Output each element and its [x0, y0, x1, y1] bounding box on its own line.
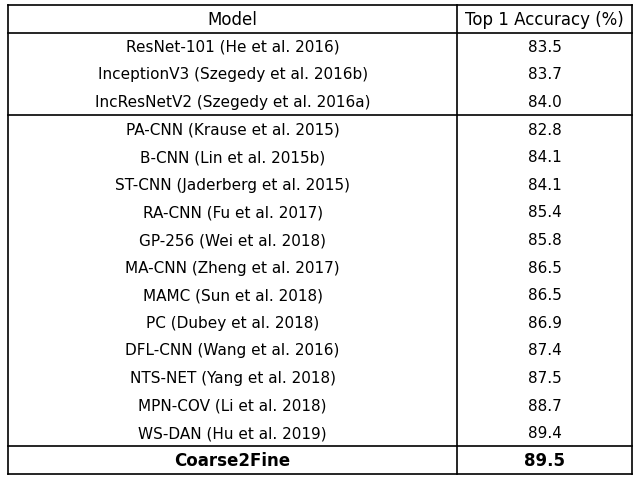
- Text: Model: Model: [208, 11, 257, 29]
- Text: RA-CNN (Fu et al. 2017): RA-CNN (Fu et al. 2017): [143, 205, 323, 220]
- Text: MPN-COV (Li et al. 2018): MPN-COV (Li et al. 2018): [138, 398, 327, 413]
- Text: 84.0: 84.0: [528, 95, 561, 110]
- Text: 84.1: 84.1: [528, 178, 561, 192]
- Text: 89.5: 89.5: [524, 451, 565, 469]
- Text: InceptionV3 (Szegedy et al. 2016b): InceptionV3 (Szegedy et al. 2016b): [97, 67, 368, 82]
- Text: PC (Dubey et al. 2018): PC (Dubey et al. 2018): [146, 315, 319, 330]
- Text: 83.5: 83.5: [528, 40, 561, 55]
- Text: 86.9: 86.9: [527, 315, 562, 330]
- Text: ResNet-101 (He et al. 2016): ResNet-101 (He et al. 2016): [126, 40, 339, 55]
- Text: 87.4: 87.4: [528, 343, 561, 358]
- Text: Top 1 Accuracy (%): Top 1 Accuracy (%): [465, 11, 624, 29]
- Text: ST-CNN (Jaderberg et al. 2015): ST-CNN (Jaderberg et al. 2015): [115, 178, 350, 192]
- Text: 89.4: 89.4: [528, 425, 561, 440]
- Text: NTS-NET (Yang et al. 2018): NTS-NET (Yang et al. 2018): [130, 370, 335, 385]
- Text: 85.4: 85.4: [528, 205, 561, 220]
- Text: IncResNetV2 (Szegedy et al. 2016a): IncResNetV2 (Szegedy et al. 2016a): [95, 95, 371, 110]
- Text: GP-256 (Wei et al. 2018): GP-256 (Wei et al. 2018): [139, 232, 326, 248]
- Text: B-CNN (Lin et al. 2015b): B-CNN (Lin et al. 2015b): [140, 150, 325, 165]
- Text: 86.5: 86.5: [528, 260, 561, 275]
- Text: 83.7: 83.7: [528, 67, 561, 82]
- Text: 86.5: 86.5: [528, 288, 561, 302]
- Text: PA-CNN (Krause et al. 2015): PA-CNN (Krause et al. 2015): [126, 122, 339, 137]
- Text: 87.5: 87.5: [528, 370, 561, 385]
- Text: WS-DAN (Hu et al. 2019): WS-DAN (Hu et al. 2019): [138, 425, 327, 440]
- Text: 82.8: 82.8: [528, 122, 561, 137]
- Text: DFL-CNN (Wang et al. 2016): DFL-CNN (Wang et al. 2016): [125, 343, 340, 358]
- Text: MA-CNN (Zheng et al. 2017): MA-CNN (Zheng et al. 2017): [125, 260, 340, 275]
- Text: 84.1: 84.1: [528, 150, 561, 165]
- Text: 88.7: 88.7: [528, 398, 561, 413]
- Text: 85.8: 85.8: [528, 232, 561, 248]
- Text: Coarse2Fine: Coarse2Fine: [175, 451, 291, 469]
- Text: MAMC (Sun et al. 2018): MAMC (Sun et al. 2018): [143, 288, 323, 302]
